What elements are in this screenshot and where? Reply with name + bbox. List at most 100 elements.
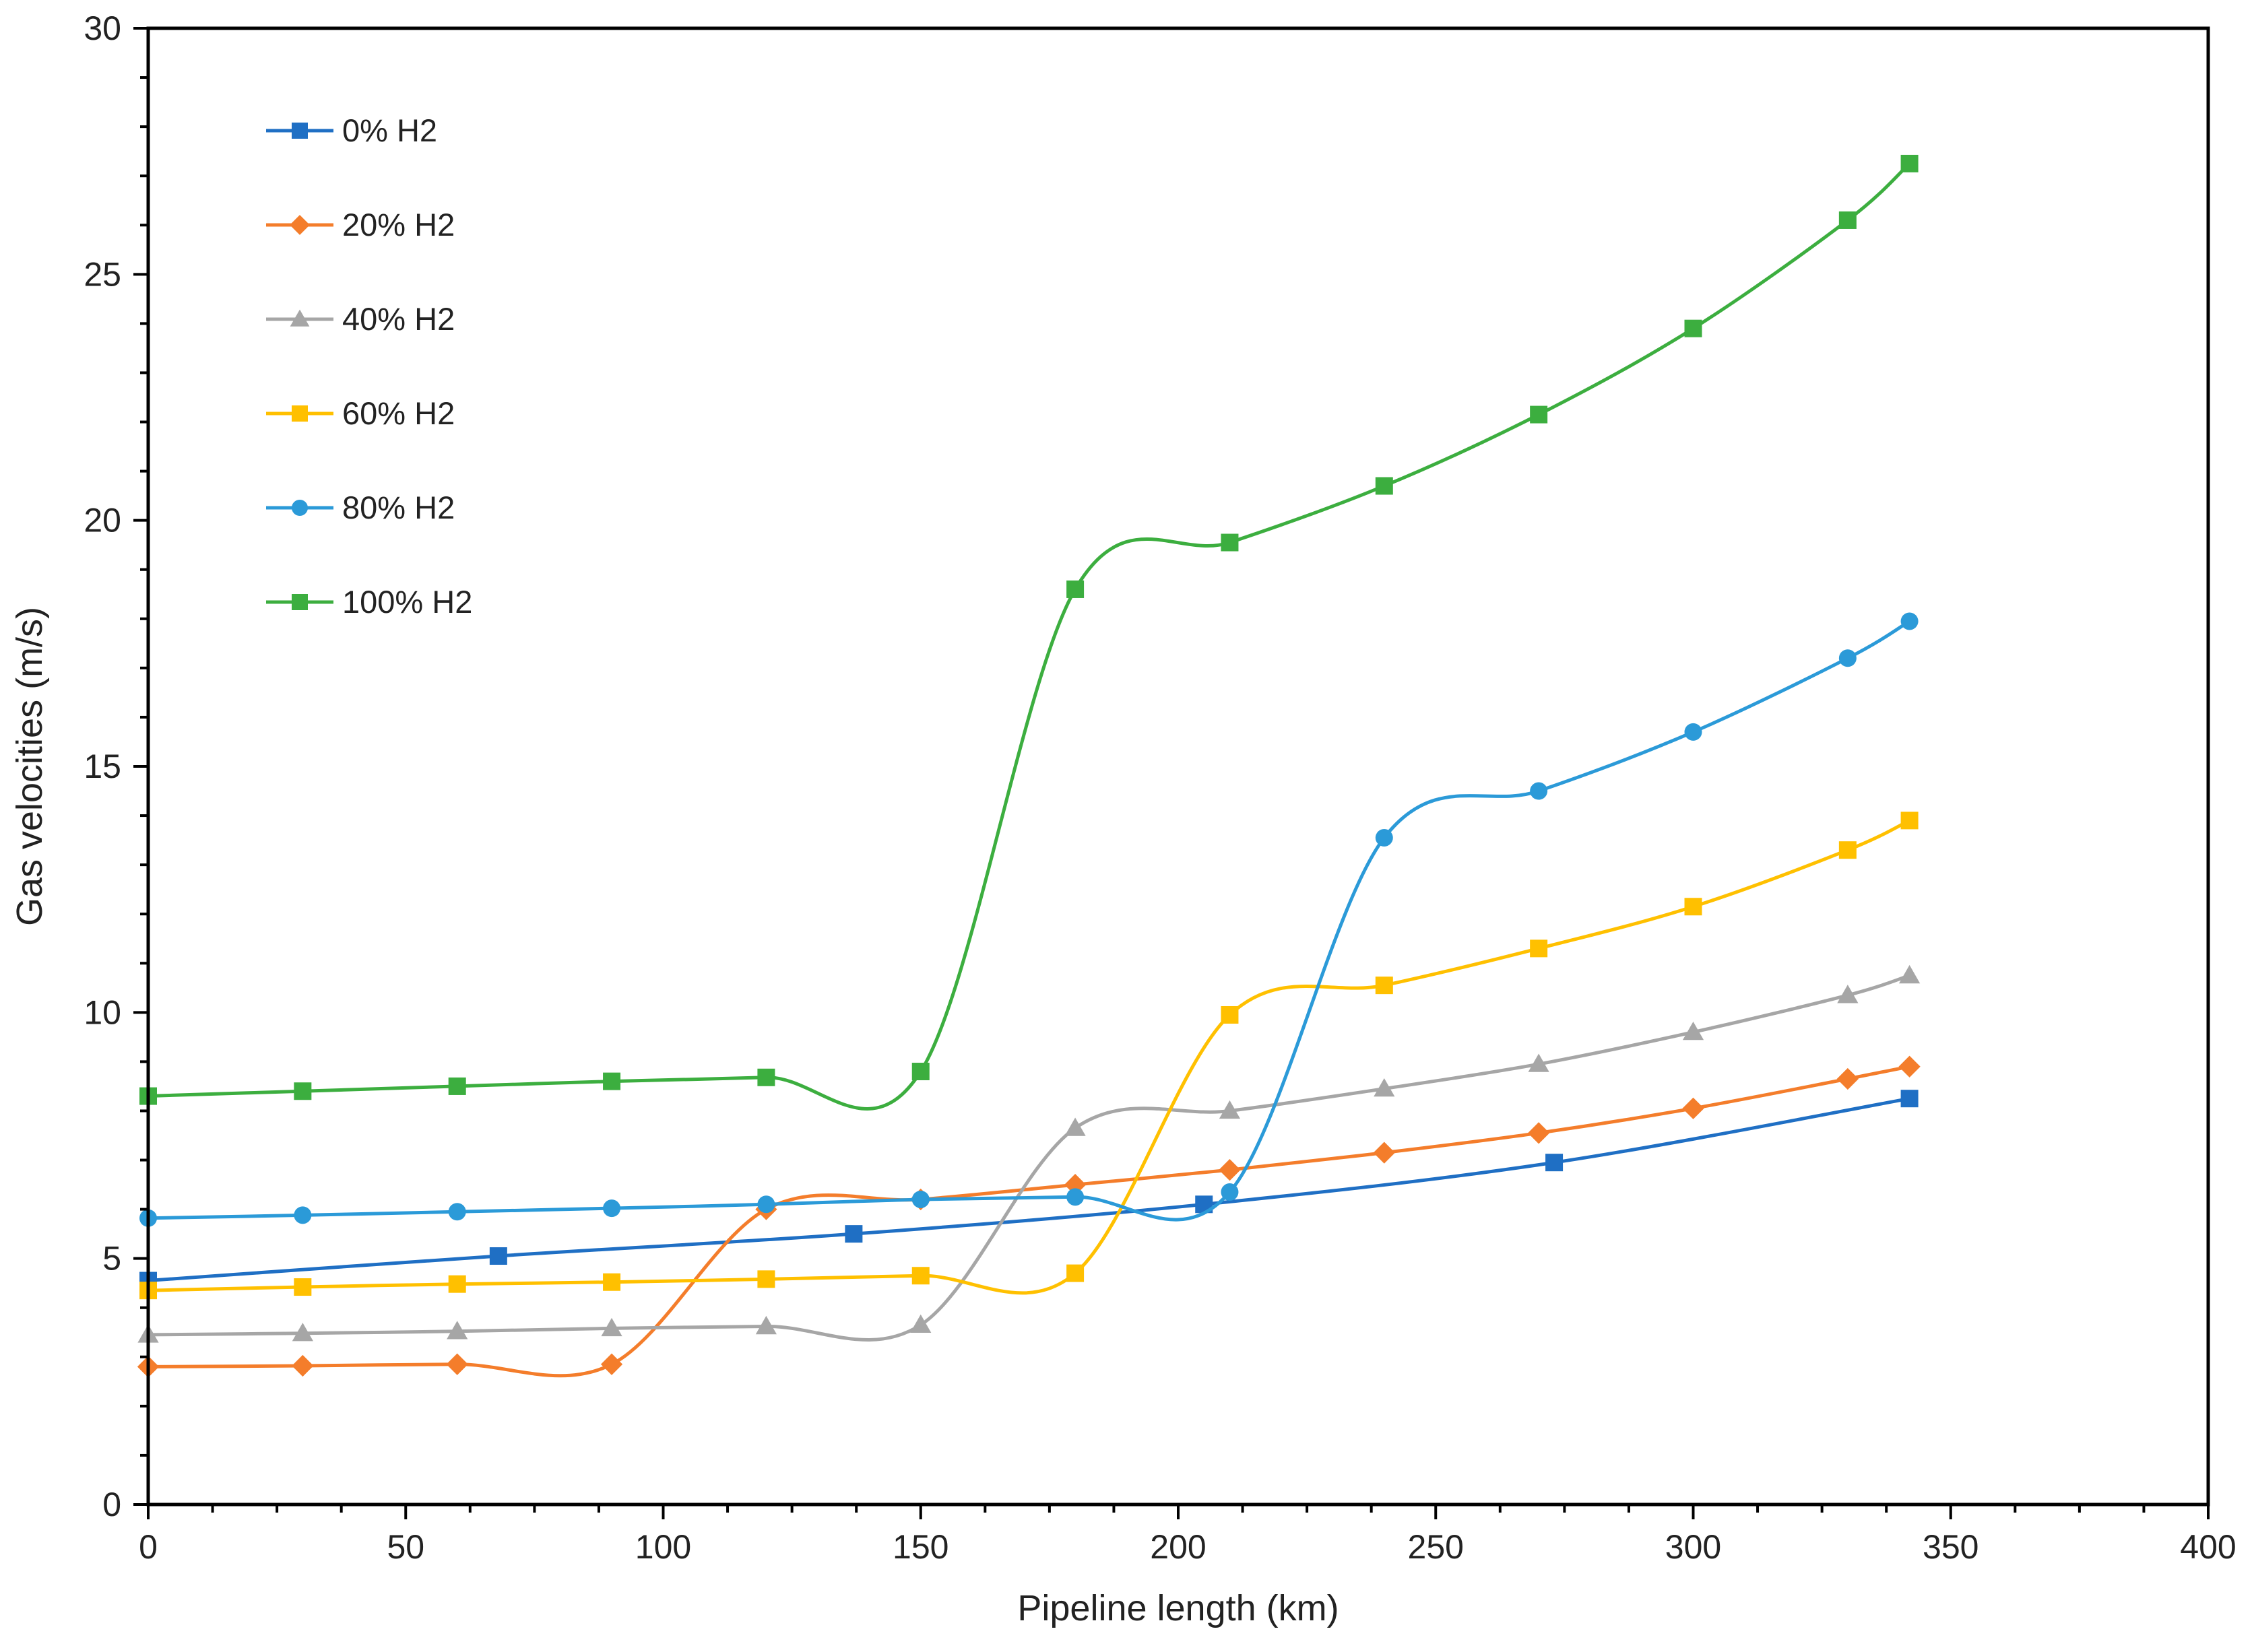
data-point-60pct-h2 — [603, 1273, 621, 1291]
x-tick-label: 400 — [2180, 1528, 2236, 1566]
data-point-0pct-h2 — [489, 1247, 507, 1265]
legend-marker — [292, 594, 308, 610]
y-tick-label: 30 — [84, 9, 121, 47]
data-point-40pct-h2 — [1219, 1100, 1241, 1119]
data-point-80pct-h2 — [603, 1199, 621, 1218]
legend-label: 60% H2 — [342, 395, 455, 431]
data-point-100pct-h2 — [1375, 477, 1393, 495]
data-point-60pct-h2 — [1838, 841, 1857, 859]
data-point-20pct-h2 — [1836, 1067, 1859, 1090]
series-40pct-h2 — [137, 964, 1921, 1343]
legend-marker — [292, 500, 308, 516]
data-point-60pct-h2 — [448, 1275, 466, 1293]
legend-item-100pct-h2: 100% H2 — [266, 584, 472, 620]
data-point-100pct-h2 — [1838, 211, 1857, 229]
x-tick-label: 250 — [1408, 1528, 1464, 1566]
data-point-100pct-h2 — [1684, 319, 1702, 337]
data-point-100pct-h2 — [294, 1082, 312, 1100]
data-point-60pct-h2 — [1684, 898, 1702, 916]
data-point-80pct-h2 — [757, 1195, 775, 1214]
data-point-100pct-h2 — [911, 1063, 930, 1081]
data-point-40pct-h2 — [1837, 985, 1859, 1003]
legend-label: 40% H2 — [342, 301, 455, 337]
legend-item-0pct-h2: 0% H2 — [266, 112, 437, 148]
data-point-20pct-h2 — [1528, 1122, 1550, 1144]
x-tick-label: 100 — [635, 1528, 691, 1566]
data-point-40pct-h2 — [1064, 1117, 1086, 1136]
data-point-60pct-h2 — [911, 1267, 930, 1285]
data-point-100pct-h2 — [1530, 405, 1548, 424]
y-tick-label: 15 — [84, 748, 121, 785]
data-point-40pct-h2 — [1682, 1021, 1704, 1040]
data-point-40pct-h2 — [1374, 1078, 1395, 1097]
data-point-80pct-h2 — [1838, 649, 1857, 667]
data-point-80pct-h2 — [911, 1190, 930, 1208]
x-tick-label: 0 — [139, 1528, 158, 1566]
y-tick-label: 10 — [84, 993, 121, 1031]
data-point-60pct-h2 — [294, 1278, 312, 1296]
legend-label: 0% H2 — [342, 112, 437, 148]
data-point-0pct-h2 — [845, 1225, 863, 1243]
data-point-20pct-h2 — [1373, 1142, 1395, 1164]
x-tick-label: 150 — [893, 1528, 948, 1566]
data-point-100pct-h2 — [1221, 533, 1239, 552]
data-point-20pct-h2 — [600, 1353, 623, 1375]
axis-layer: 0 50 100 150 200 250 300 350 400 0 5 10 15 20 25 30 — [84, 9, 2236, 1566]
legend-marker — [290, 309, 310, 327]
data-point-100pct-h2 — [1066, 580, 1085, 598]
data-point-80pct-h2 — [294, 1206, 312, 1224]
data-point-40pct-h2 — [601, 1317, 622, 1337]
series-100pct-h2 — [139, 154, 1919, 1111]
legend-item-60pct-h2: 60% H2 — [266, 395, 455, 431]
legend-label: 20% H2 — [342, 207, 455, 242]
data-point-40pct-h2 — [292, 1323, 313, 1342]
x-tick-label: 200 — [1150, 1528, 1206, 1566]
data-point-20pct-h2 — [1219, 1159, 1241, 1181]
y-tick-label: 25 — [84, 255, 121, 293]
legend-label: 80% H2 — [342, 490, 455, 525]
data-point-40pct-h2 — [1528, 1053, 1549, 1072]
data-point-40pct-h2 — [755, 1315, 777, 1335]
x-tick-label: 50 — [387, 1528, 424, 1566]
data-point-60pct-h2 — [1375, 977, 1393, 995]
data-point-60pct-h2 — [1066, 1264, 1085, 1282]
data-point-20pct-h2 — [292, 1354, 314, 1377]
data-point-20pct-h2 — [1682, 1097, 1704, 1119]
series-layer — [137, 154, 1921, 1378]
y-tick-label: 5 — [102, 1240, 121, 1278]
data-point-80pct-h2 — [1375, 828, 1393, 847]
data-point-40pct-h2 — [1898, 964, 1921, 984]
data-point-60pct-h2 — [1900, 812, 1919, 830]
data-point-0pct-h2 — [1900, 1090, 1919, 1108]
data-point-100pct-h2 — [1900, 154, 1919, 172]
data-point-60pct-h2 — [1530, 939, 1548, 958]
y-tick-label: 0 — [102, 1486, 121, 1523]
x-tick-label: 300 — [1665, 1528, 1721, 1566]
series-60pct-h2 — [139, 812, 1919, 1300]
data-point-80pct-h2 — [1066, 1188, 1085, 1206]
y-tick-label: 20 — [84, 502, 121, 539]
data-point-100pct-h2 — [603, 1072, 621, 1090]
data-point-80pct-h2 — [1900, 612, 1919, 630]
series-line-100pct-h2 — [146, 162, 1912, 1111]
data-point-40pct-h2 — [447, 1321, 468, 1340]
y-axis-title: Gas velocities (m/s) — [9, 607, 50, 926]
series-line-0pct-h2 — [146, 1096, 1912, 1282]
data-point-80pct-h2 — [1684, 723, 1702, 741]
data-point-20pct-h2 — [1064, 1173, 1087, 1196]
data-point-60pct-h2 — [1221, 1005, 1239, 1024]
legend-marker — [292, 123, 308, 139]
data-point-20pct-h2 — [446, 1353, 468, 1375]
data-point-0pct-h2 — [1545, 1154, 1564, 1172]
legend: 0% H2 20% H2 40% H2 60% H2 80% H2 100% H2 — [266, 112, 472, 620]
data-point-60pct-h2 — [757, 1270, 775, 1288]
series-80pct-h2 — [139, 612, 1919, 1227]
x-tick-label: 350 — [1923, 1528, 1978, 1566]
data-point-80pct-h2 — [1530, 782, 1548, 800]
legend-marker — [290, 215, 310, 235]
legend-label: 100% H2 — [342, 584, 472, 620]
data-point-20pct-h2 — [1898, 1055, 1921, 1078]
x-axis-title: Pipeline length (km) — [1017, 1588, 1339, 1628]
